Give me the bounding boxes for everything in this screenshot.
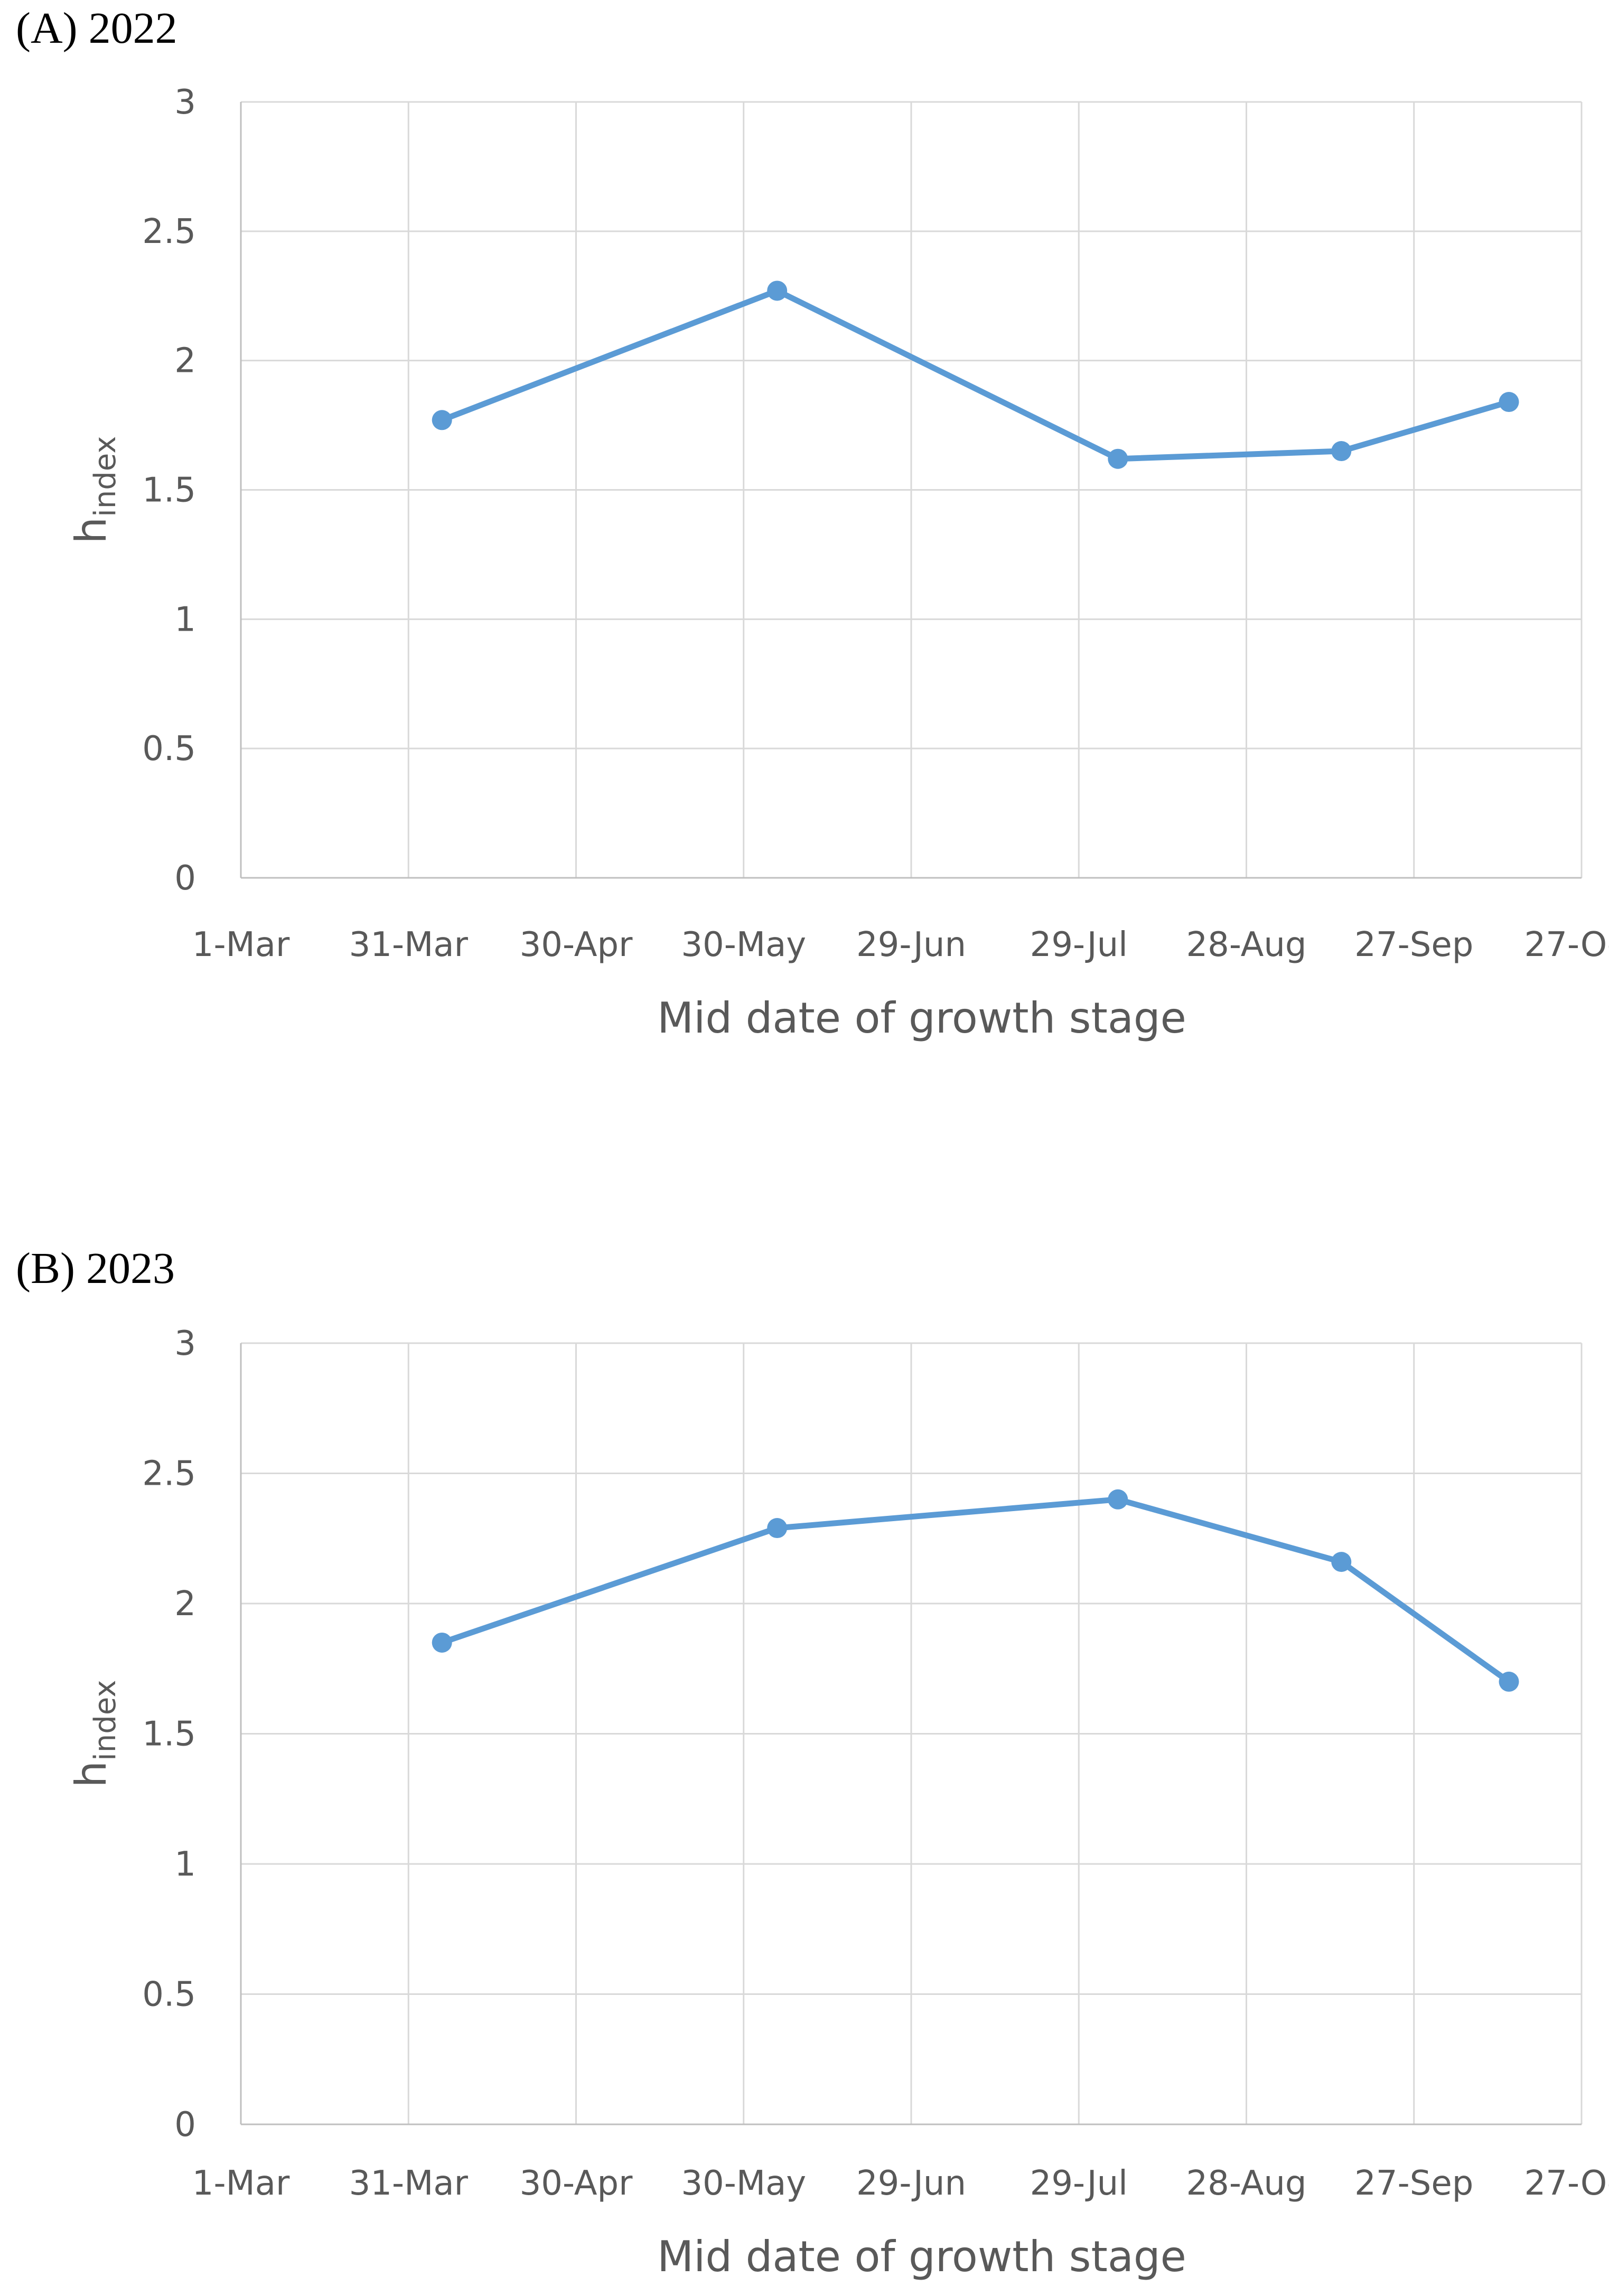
- y-axis-title: hindex: [67, 436, 123, 544]
- y-tick-label: 1: [174, 600, 196, 639]
- chart-2023: 00.511.522.531-Mar 31-Mar 30-Apr 30-May 29-J…: [67, 1324, 1609, 2281]
- x-tick-label: 29-Jul: [1030, 2164, 1128, 2203]
- x-tick-label: 30-Apr: [520, 925, 633, 964]
- y-tick-label: 2.5: [142, 212, 196, 251]
- x-axis-title: Mid date of growth stage: [657, 2232, 1186, 2281]
- y-tick-label: 2: [174, 1585, 196, 1624]
- y-tick-label: 1.5: [142, 471, 196, 510]
- data-point: [767, 1518, 788, 1539]
- y-tick-label: 0: [174, 859, 196, 898]
- x-tick-label: 31-Mar: [349, 925, 469, 964]
- x-tick-label: 27-Sep: [1354, 2164, 1473, 2203]
- data-point: [1331, 441, 1352, 462]
- x-tick-label: 30-May: [681, 2164, 806, 2203]
- data-point: [1108, 1489, 1128, 1510]
- x-tick-label: 30-May: [681, 925, 806, 964]
- y-tick-label: 0.5: [142, 1975, 196, 2014]
- x-tick-label: 29-Jun: [856, 2164, 966, 2203]
- y-axis-title: hindex: [67, 1680, 123, 1788]
- data-point: [432, 1632, 452, 1653]
- x-tick-label: 30-Apr: [520, 2164, 633, 2203]
- x-tick-label: 27-Sep: [1354, 925, 1473, 964]
- y-axis-title-subscript: index: [88, 436, 123, 517]
- data-point: [1499, 392, 1519, 413]
- series-line: [439, 1496, 1512, 1685]
- y-axis-title-main: h: [67, 1761, 116, 1788]
- x-tick-label: 29-Jul: [1030, 925, 1128, 964]
- x-tick-label: 1-Mar: [192, 2164, 290, 2203]
- data-point: [1331, 1552, 1352, 1572]
- x-tick-label: 28-Aug: [1186, 925, 1306, 964]
- y-tick-label: 3: [174, 1324, 196, 1363]
- chart-2022: 00.511.522.531-Mar 31-Mar 30-Apr 30-May 29-J…: [67, 83, 1609, 1043]
- x-tick-label: 27-Oct: [1524, 2164, 1609, 2203]
- series-line: [439, 287, 1512, 462]
- y-tick-label: 2.5: [142, 1455, 196, 1494]
- y-tick-label: 0: [174, 2105, 196, 2144]
- panel-b-title: (B) 2023: [16, 1244, 175, 1293]
- x-tick-label: 1-Mar: [192, 925, 290, 964]
- y-axis-title-main: h: [67, 517, 116, 544]
- x-tick-label: 28-Aug: [1186, 2164, 1306, 2203]
- data-point: [1499, 1671, 1519, 1692]
- y-tick-label: 2: [174, 342, 196, 381]
- y-tick-label: 1.5: [142, 1715, 196, 1754]
- data-point: [432, 410, 452, 430]
- panel-a-title: (A) 2022: [16, 4, 177, 53]
- data-point: [767, 280, 788, 301]
- data-point: [1108, 448, 1128, 469]
- x-tick-label: 27-Oct: [1524, 925, 1609, 964]
- x-tick-label: 31-Mar: [349, 2164, 469, 2203]
- y-axis-title-subscript: index: [88, 1680, 123, 1761]
- x-tick-label: 29-Jun: [856, 925, 966, 964]
- y-tick-label: 0.5: [142, 729, 196, 769]
- y-tick-label: 1: [174, 1845, 196, 1884]
- x-axis-title: Mid date of growth stage: [657, 994, 1186, 1043]
- y-tick-label: 3: [174, 83, 196, 122]
